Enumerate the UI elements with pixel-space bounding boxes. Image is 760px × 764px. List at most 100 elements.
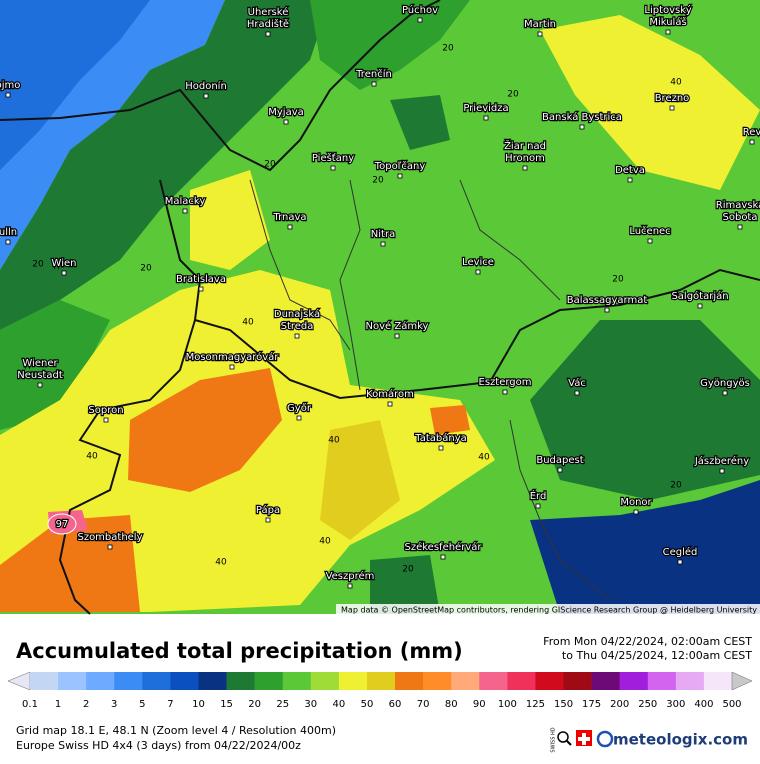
city-dot <box>347 583 353 589</box>
legend-swatch <box>451 672 480 690</box>
brand-logo <box>596 730 614 748</box>
city-label: Monor <box>620 497 652 508</box>
city-dot <box>440 554 446 560</box>
legend-swatch <box>423 672 452 690</box>
legend-label: 80 <box>445 699 458 710</box>
city-label: Levice <box>462 257 494 268</box>
legend-label: 300 <box>666 699 685 710</box>
contour-label: 20 <box>670 481 682 491</box>
city-label: Detva <box>615 165 645 176</box>
brand: meteologix.com <box>613 731 748 749</box>
city-label: Pápa <box>256 504 280 516</box>
city-label: Uherské <box>248 6 289 18</box>
city-dot <box>737 224 743 230</box>
city-label: Gyöngyös <box>700 378 750 389</box>
period-to: to Thu 04/25/2024, 12:00am CEST <box>562 649 752 662</box>
city-dot <box>557 467 563 473</box>
legend-arrow <box>731 671 753 691</box>
legend-label: 200 <box>610 699 629 710</box>
legend-label: 125 <box>526 699 545 710</box>
contour-label: 20 <box>507 90 519 100</box>
city-dot <box>574 390 580 396</box>
legend-swatch <box>226 672 255 690</box>
city-label: Topoľčany <box>374 160 426 172</box>
city-label: ulln <box>0 227 17 238</box>
city-label: Jászberény <box>694 455 749 467</box>
precip-area <box>0 300 110 430</box>
legend-swatch <box>675 672 705 690</box>
legend-title: Accumulated total precipitation (mm) <box>16 639 463 663</box>
legend-label: 20 <box>248 699 261 710</box>
contour-label: 20 <box>402 565 414 575</box>
city-dot <box>749 139 755 145</box>
city-label: Hronom <box>505 153 545 164</box>
precip-area <box>370 555 440 614</box>
legend-label: 60 <box>389 699 402 710</box>
city-label: Hodonín <box>185 80 227 92</box>
city-label: Nitra <box>371 229 395 240</box>
city-label: Rev <box>743 127 760 138</box>
legend-swatch <box>591 672 620 690</box>
precip-area <box>530 480 760 614</box>
city-label: Banská Bystrica <box>542 111 622 123</box>
city-dot <box>579 124 585 130</box>
city-label: Esztergom <box>479 377 532 388</box>
contour-label: 40 <box>328 436 340 446</box>
city-dot <box>483 115 489 121</box>
city-dot <box>283 119 289 125</box>
period-from: From Mon 04/22/2024, 02:00am CEST <box>543 635 752 648</box>
legend-swatch <box>619 672 649 690</box>
city-dot <box>394 333 400 339</box>
city-label: Szombathely <box>77 532 142 543</box>
legend-swatch <box>479 672 508 690</box>
city-dot <box>537 31 543 37</box>
legend-label: 50 <box>361 699 374 710</box>
city-label: Mosonmagyaróvár <box>186 351 280 363</box>
contour-label: 40 <box>215 558 227 568</box>
swiss-hd: SWISS HD <box>551 727 557 752</box>
city-dot <box>669 105 675 111</box>
city-label: Streda <box>281 321 314 332</box>
city-label: Komárom <box>366 388 414 400</box>
border <box>0 0 441 172</box>
region-border <box>339 179 361 391</box>
legend-label: 175 <box>582 699 601 710</box>
city-dot <box>265 31 271 37</box>
border <box>58 319 196 615</box>
legend-swatch <box>338 672 368 690</box>
border <box>159 179 201 281</box>
city-label: Wiener <box>22 358 58 369</box>
contour-label: 40 <box>319 537 331 547</box>
legend-swatch <box>170 672 199 690</box>
city-dot <box>522 165 528 171</box>
precip-area <box>310 0 470 90</box>
city-dot <box>107 544 113 550</box>
legend-label: 100 <box>498 699 517 710</box>
city-label: Mikuláš <box>649 16 686 28</box>
city-label: Žiar nad <box>504 139 546 152</box>
legend-label: 40 <box>333 699 346 710</box>
border <box>193 268 760 400</box>
swiss-flag <box>578 733 590 745</box>
city-label: Sopron <box>88 405 123 416</box>
city-label: Trenčín <box>355 68 392 80</box>
legend-label: 2 <box>83 699 89 710</box>
contour-label: 40 <box>86 452 98 462</box>
city-dot <box>633 509 639 515</box>
city-dot <box>627 177 633 183</box>
city-label: Hradiště <box>247 18 289 30</box>
legend-swatch <box>282 672 312 690</box>
city-label: Bratislava <box>176 274 226 285</box>
city-label: Piešťany <box>312 152 354 164</box>
city-dot <box>37 382 43 388</box>
legend-swatch <box>535 672 564 690</box>
legend-swatch <box>254 672 284 690</box>
city-dot <box>475 269 481 275</box>
contour-label: 20 <box>442 44 454 54</box>
legend-label: 90 <box>473 699 486 710</box>
legend-swatch <box>142 672 171 690</box>
city-label: Budapest <box>536 455 583 466</box>
legend-swatch <box>507 672 536 690</box>
precip-area <box>530 320 760 500</box>
